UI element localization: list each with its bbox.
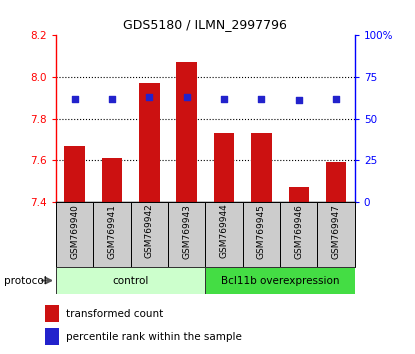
Point bbox=[146, 94, 153, 100]
Bar bbox=[168, 202, 205, 267]
Point bbox=[333, 96, 339, 102]
Bar bbox=[64, 145, 85, 202]
Text: GSM769940: GSM769940 bbox=[70, 204, 79, 259]
Bar bbox=[280, 202, 317, 267]
Text: protocol: protocol bbox=[4, 275, 47, 286]
Bar bbox=[317, 202, 355, 267]
Point bbox=[109, 96, 115, 102]
Text: GSM769944: GSM769944 bbox=[220, 204, 229, 258]
Point bbox=[258, 96, 265, 102]
Bar bbox=[288, 187, 309, 202]
Bar bbox=[205, 267, 355, 294]
Bar bbox=[176, 62, 197, 202]
Title: GDS5180 / ILMN_2997796: GDS5180 / ILMN_2997796 bbox=[124, 18, 287, 32]
Bar bbox=[205, 202, 243, 267]
Text: GSM769941: GSM769941 bbox=[107, 204, 117, 259]
Text: GSM769946: GSM769946 bbox=[294, 204, 303, 259]
Point bbox=[183, 94, 190, 100]
Text: GSM769943: GSM769943 bbox=[182, 204, 191, 259]
Bar bbox=[214, 133, 234, 202]
Text: GSM769942: GSM769942 bbox=[145, 204, 154, 258]
Bar bbox=[45, 329, 59, 345]
Bar bbox=[56, 267, 205, 294]
Bar bbox=[243, 202, 280, 267]
Text: percentile rank within the sample: percentile rank within the sample bbox=[66, 332, 242, 342]
Text: control: control bbox=[112, 275, 149, 286]
Point bbox=[71, 96, 78, 102]
Point bbox=[221, 96, 227, 102]
Bar bbox=[93, 202, 131, 267]
Text: GSM769947: GSM769947 bbox=[332, 204, 341, 259]
Text: Bcl11b overexpression: Bcl11b overexpression bbox=[221, 275, 339, 286]
Point bbox=[295, 97, 302, 103]
Text: transformed count: transformed count bbox=[66, 309, 164, 319]
Bar bbox=[251, 133, 272, 202]
Bar bbox=[131, 202, 168, 267]
Bar bbox=[139, 83, 160, 202]
Text: GSM769945: GSM769945 bbox=[257, 204, 266, 259]
Bar bbox=[102, 158, 122, 202]
Bar bbox=[56, 202, 93, 267]
Bar bbox=[326, 162, 347, 202]
Bar bbox=[45, 306, 59, 322]
